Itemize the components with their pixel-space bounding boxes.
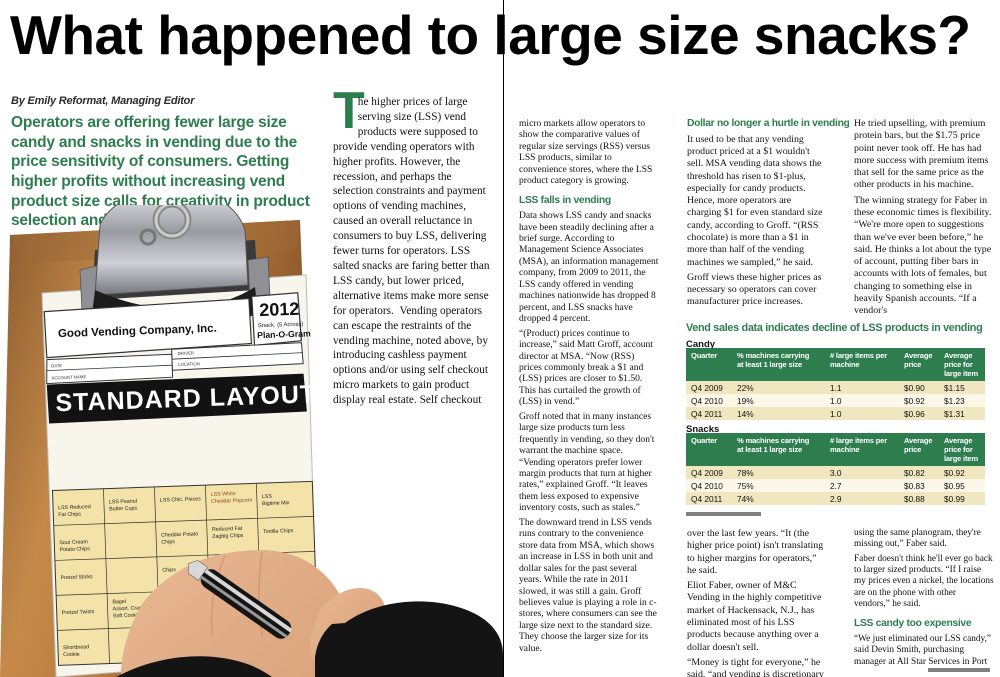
svg-text:DRIVER: DRIVER bbox=[178, 350, 194, 356]
svg-text:LSS Peanut: LSS Peanut bbox=[109, 498, 138, 505]
svg-text:Tortilla Chips: Tortilla Chips bbox=[263, 528, 294, 535]
svg-text:Bigtime Mix: Bigtime Mix bbox=[262, 500, 290, 507]
svg-text:Potato Chips: Potato Chips bbox=[59, 546, 90, 553]
svg-text:Chips: Chips bbox=[162, 567, 176, 573]
svg-text:LSS: LSS bbox=[262, 494, 273, 500]
svg-text:Pretzel Twists: Pretzel Twists bbox=[62, 609, 95, 616]
svg-text:Sour Cream: Sour Cream bbox=[59, 539, 88, 546]
svg-text:Fat Chips: Fat Chips bbox=[58, 511, 81, 518]
svg-text:Butter Cups: Butter Cups bbox=[109, 506, 138, 513]
svg-text:LSS Reduced: LSS Reduced bbox=[58, 504, 91, 511]
svg-text:LOCATION: LOCATION bbox=[178, 361, 200, 367]
svg-text:Plan-O-Gram: Plan-O-Gram bbox=[257, 328, 311, 340]
svg-text:Cookie: Cookie bbox=[63, 652, 80, 659]
svg-text:DATE: DATE bbox=[51, 363, 62, 368]
svg-text:Bagel: Bagel bbox=[112, 599, 126, 605]
svg-text:2012: 2012 bbox=[259, 299, 300, 320]
svg-text:Reduced Fat: Reduced Fat bbox=[212, 526, 243, 533]
svg-text:Chips: Chips bbox=[161, 539, 175, 545]
svg-text:Zagbig Chips: Zagbig Chips bbox=[212, 533, 244, 540]
svg-text:LSS White: LSS White bbox=[211, 491, 236, 498]
svg-text:Pretzel Sticks: Pretzel Sticks bbox=[60, 574, 93, 581]
svg-text:Shortbread: Shortbread bbox=[63, 644, 89, 651]
